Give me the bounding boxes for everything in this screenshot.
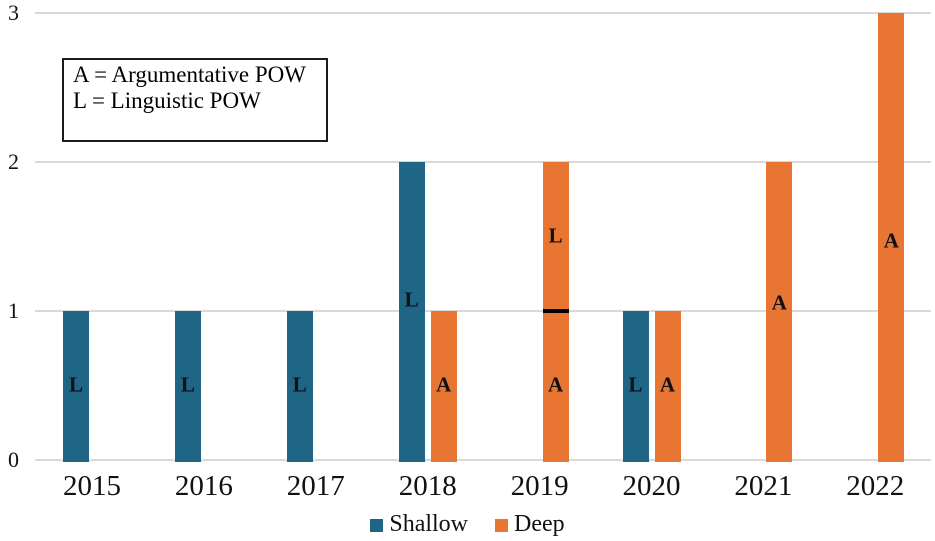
annotation-line-argumentative: A = Argumentative POW	[73, 62, 306, 87]
y-axis-tick-0: 0	[8, 446, 19, 472]
bar-2016-shallow	[174, 310, 201, 462]
legend-label-deep: Deep	[514, 510, 565, 537]
gridline-y-3	[35, 12, 931, 15]
gridline-y-1	[35, 309, 931, 312]
bar-letter-2022-A: A	[883, 228, 899, 253]
legend-label-shallow: Shallow	[389, 510, 469, 537]
legend-swatch-deep	[495, 518, 509, 532]
x-axis-label-2016: 2016	[174, 470, 233, 502]
bar-2020-shallow	[622, 310, 649, 462]
x-axis-label-2017: 2017	[286, 470, 345, 502]
bar-2017-shallow	[286, 310, 313, 462]
bar-letter-2019-L: L	[548, 223, 563, 248]
gridline-y-0	[35, 458, 931, 461]
legend: Shallow Deep	[0, 508, 935, 539]
bar-letter-2020-A: A	[659, 372, 676, 397]
bar-2015-shallow	[63, 310, 89, 462]
bar-letter-2017-L: L	[292, 372, 307, 397]
x-axis-label-2020: 2020	[622, 470, 681, 502]
annotation-line-linguistic: L = Linguistic POW	[73, 88, 261, 113]
y-axis-tick-2: 2	[8, 148, 19, 174]
bar-2018-shallow	[398, 161, 425, 462]
legend-swatch-shallow	[370, 518, 384, 532]
bar-letter-2020-L: L	[628, 372, 643, 397]
bar-2022-deep	[878, 13, 905, 462]
legend-key-annotation-box: A = Argumentative POW L = Linguistic POW	[62, 58, 328, 142]
bar-letter-2018-A: A	[436, 372, 452, 397]
legend-item-deep: Deep	[495, 512, 565, 536]
bar-letter-2015-L: L	[68, 372, 84, 397]
x-axis-label-2015: 2015	[63, 470, 121, 502]
bar-letter-2019-A: A	[548, 372, 564, 397]
bar-2018-deep	[430, 310, 457, 462]
x-axis-label-2021: 2021	[734, 470, 793, 502]
y-axis-tick-3: 3	[8, 0, 19, 26]
bar-letter-2021-A: A	[771, 290, 787, 315]
x-axis-label-2019: 2019	[510, 470, 569, 502]
x-axis-label-2022: 2022	[846, 470, 905, 502]
bar-letter-2018-L: L	[404, 287, 419, 312]
bar-2021-deep	[766, 161, 793, 462]
legend-item-shallow: Shallow	[370, 512, 468, 536]
bar-2020-deep	[654, 310, 681, 462]
x-axis-label-2018: 2018	[398, 470, 457, 502]
bar-letter-2016-L: L	[180, 372, 195, 397]
gridline-y-2	[35, 160, 931, 163]
y-axis-tick-1: 1	[8, 297, 19, 323]
stack-divider-2019	[542, 308, 569, 313]
